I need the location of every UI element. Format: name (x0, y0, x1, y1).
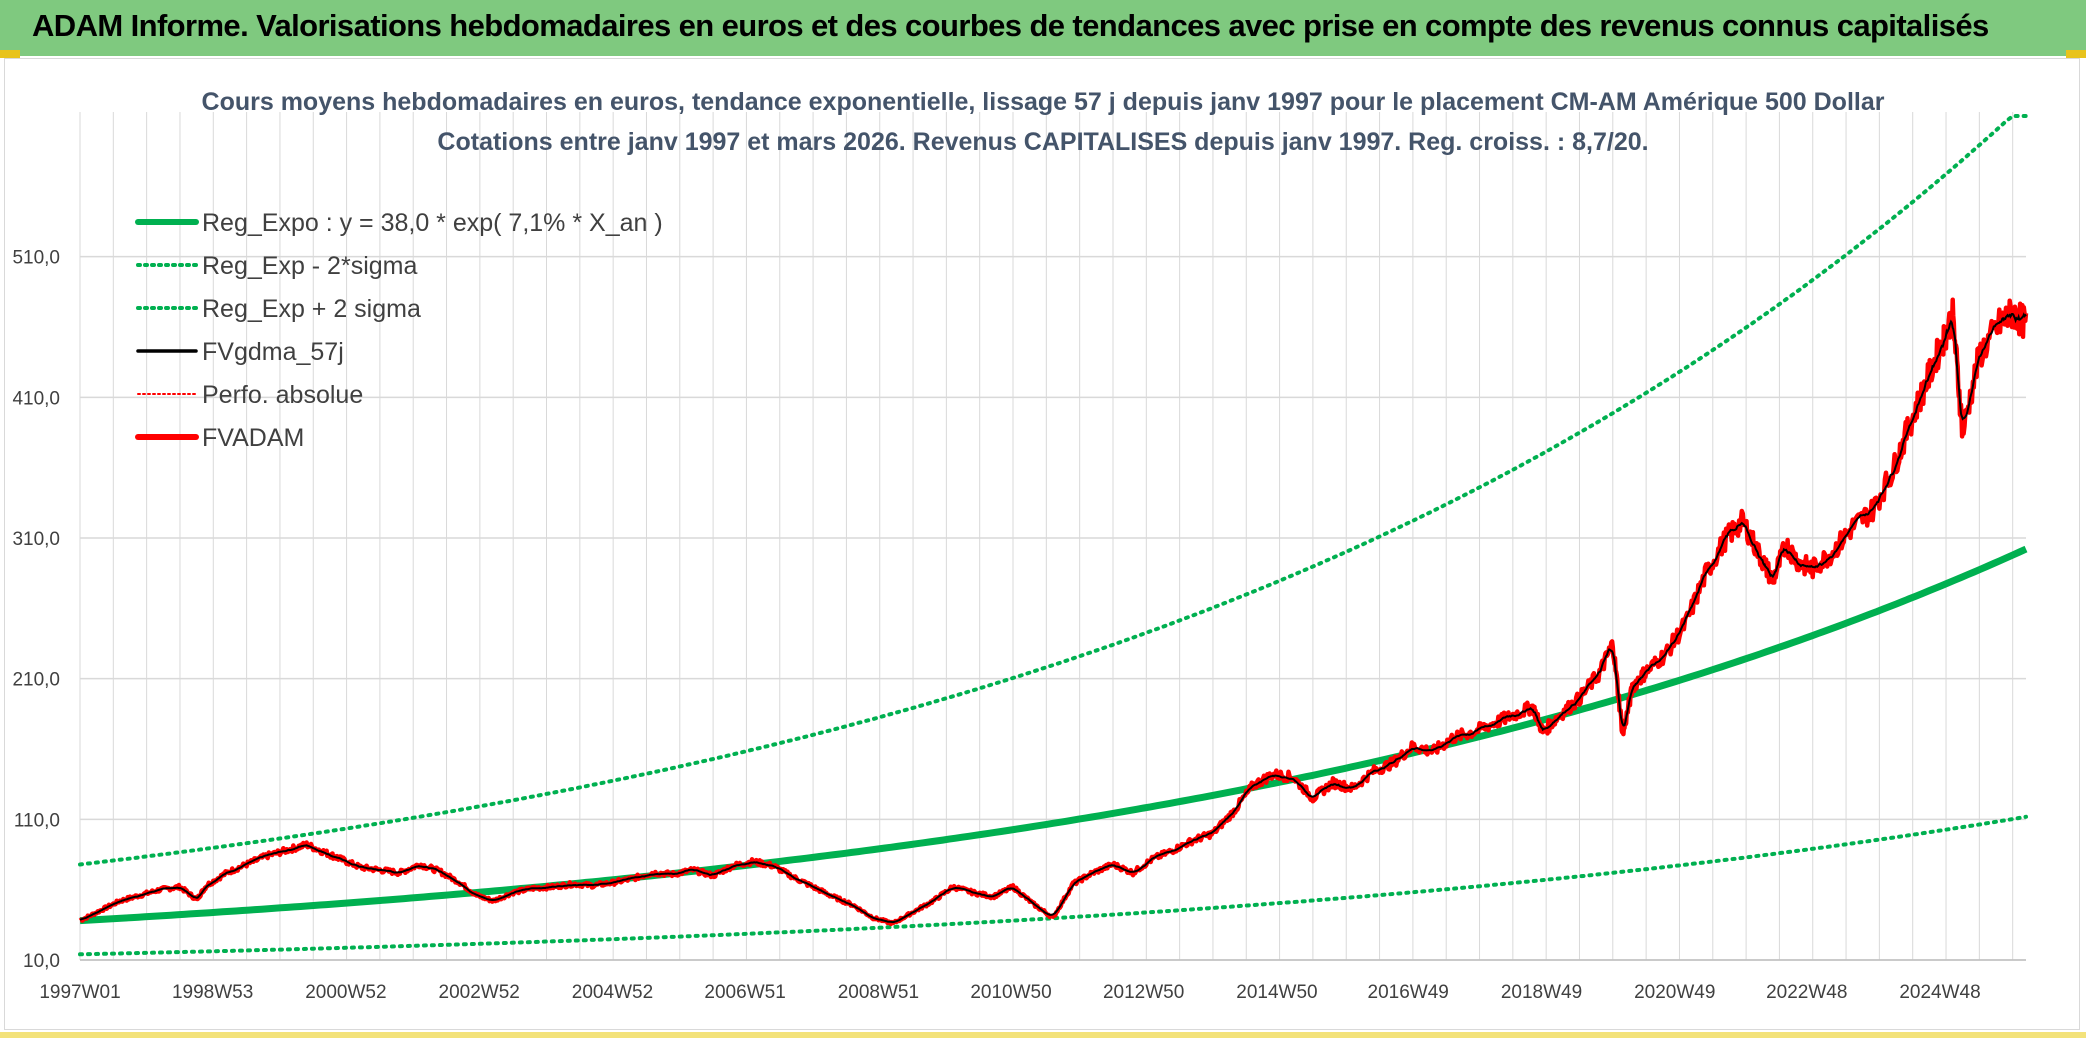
chart-border (4, 58, 2080, 1030)
page-title: ADAM Informe. Valorisations hebdomadaire… (32, 8, 1989, 43)
y-tick-label: 310,0 (12, 529, 60, 550)
chart-legend: Reg_Expo : y = 38,0 * exp( 7,1% * X_an )… (135, 209, 663, 452)
x-tick-label: 2020W49 (1634, 982, 1715, 1003)
trend-line (79, 545, 2028, 925)
legend-label: FVgdma_57j (202, 338, 344, 366)
chart-series (78, 114, 2029, 957)
header-accent-left (0, 50, 20, 58)
x-tick-label: 2012W50 (1103, 982, 1184, 1003)
x-axis-labels: 1997W01 1998W53 2000W52 2002W52 2004W52 2006W… (39, 982, 1980, 1003)
legend-label: Reg_Expo : y = 38,0 * exp( 7,1% * X_an ) (202, 209, 663, 237)
x-tick-label: 2010W50 (970, 982, 1051, 1003)
chart-grid (79, 112, 2026, 961)
y-tick-label: 10,0 (23, 951, 60, 972)
x-tick-label: 2024W48 (1899, 982, 1980, 1003)
trend-low-line (78, 814, 2028, 957)
legend-label: Reg_Exp + 2 sigma (202, 295, 421, 323)
bottom-accent (0, 1032, 2086, 1038)
x-tick-label: 2016W49 (1368, 982, 1449, 1003)
chart-title-group: Cours moyens hebdomadaires en euros, ten… (202, 88, 1885, 156)
y-tick-label: 110,0 (14, 810, 60, 831)
x-tick-label: 2002W52 (439, 982, 520, 1003)
y-axis-labels: 10,0 110,0 210,0 310,0 410,0 510,0 (12, 248, 60, 972)
legend-label: FVADAM (202, 424, 304, 452)
y-tick-label: 210,0 (12, 670, 60, 691)
y-tick-label: 510,0 (12, 248, 60, 269)
legend-label: Perfo. absolue (202, 381, 363, 409)
x-tick-label: 1997W01 (39, 982, 120, 1003)
x-tick-label: 2008W51 (838, 982, 919, 1003)
x-tick-label: 2014W50 (1236, 982, 1317, 1003)
y-tick-label: 410,0 (12, 388, 60, 409)
x-tick-label: 2006W51 (704, 982, 785, 1003)
price-line (78, 297, 2029, 927)
header-bar (0, 0, 2086, 56)
trend-high-line (78, 114, 2028, 867)
x-tick-label: 2000W52 (305, 982, 386, 1003)
x-tick-label: 2004W52 (572, 982, 653, 1003)
x-tick-label: 1998W53 (172, 982, 253, 1003)
legend-label: Reg_Exp - 2*sigma (202, 252, 417, 280)
chart-title-line-2: Cotations entre janv 1997 et mars 2026. … (437, 128, 1648, 156)
smoothed-line (79, 312, 2027, 924)
x-tick-label: 2022W48 (1766, 982, 1847, 1003)
x-tick-label: 2018W49 (1501, 982, 1582, 1003)
header-accent-right (2066, 50, 2086, 58)
chart-title-line-1: Cours moyens hebdomadaires en euros, ten… (202, 88, 1885, 116)
